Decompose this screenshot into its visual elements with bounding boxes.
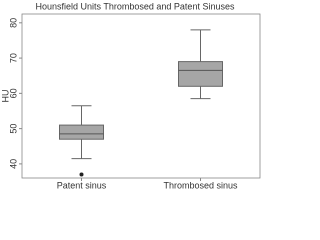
page: {"chart_data": {"type": "box", "title": …: [0, 1, 261, 191]
plot-area: [21, 13, 261, 179]
x-tick-label: Thrombosed sinus: [163, 180, 238, 190]
chart: Hounsfield Units Thrombosed and Patent S…: [0, 1, 261, 190]
x-tick-label: Patent sinus: [57, 180, 107, 190]
box: [178, 61, 223, 87]
y-tick-label: 40: [8, 159, 18, 169]
outlier: [79, 172, 84, 177]
y-tick-label: 50: [8, 124, 18, 134]
y-axis-label: HU: [0, 90, 10, 103]
box: [59, 124, 104, 140]
y-tick-label: 70: [8, 53, 18, 63]
y-tick-label: 80: [8, 18, 18, 28]
y-tick-label: 60: [8, 88, 18, 98]
chart-title: Hounsfield Units Thrombosed and Patent S…: [36, 1, 235, 11]
